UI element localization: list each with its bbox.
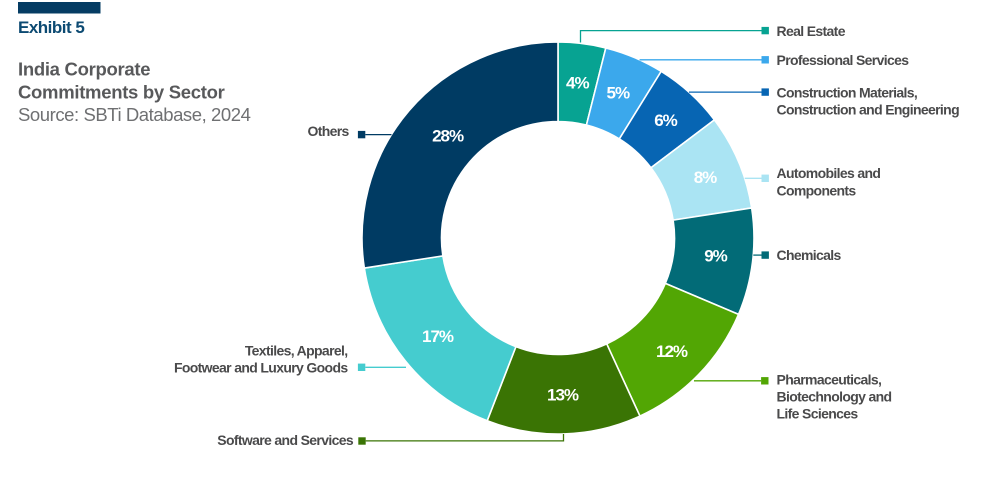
svg-text:Professional Services: Professional Services bbox=[777, 52, 910, 68]
svg-text:17%: 17% bbox=[422, 327, 454, 346]
svg-text:Others: Others bbox=[307, 123, 349, 139]
svg-text:Pharmaceuticals,: Pharmaceuticals, bbox=[777, 371, 882, 387]
svg-text:Construction and Engineering: Construction and Engineering bbox=[777, 101, 960, 117]
svg-text:Construction Materials,: Construction Materials, bbox=[777, 84, 918, 100]
svg-text:Real Estate: Real Estate bbox=[777, 23, 846, 39]
svg-text:5%: 5% bbox=[607, 84, 630, 103]
svg-text:Life Sciences: Life Sciences bbox=[777, 405, 859, 421]
svg-text:Software and Services: Software and Services bbox=[217, 432, 354, 448]
svg-text:9%: 9% bbox=[704, 246, 727, 265]
svg-text:Biotechnology and: Biotechnology and bbox=[777, 388, 892, 404]
svg-text:Chemicals: Chemicals bbox=[777, 247, 842, 263]
svg-text:8%: 8% bbox=[694, 168, 717, 187]
svg-text:India Corporate: India Corporate bbox=[18, 59, 150, 80]
svg-text:12%: 12% bbox=[656, 342, 688, 361]
svg-text:28%: 28% bbox=[432, 127, 464, 146]
svg-text:Footwear and Luxury Goods: Footwear and Luxury Goods bbox=[174, 359, 348, 375]
svg-text:Commitments by Sector: Commitments by Sector bbox=[18, 82, 225, 103]
svg-text:6%: 6% bbox=[654, 111, 677, 130]
svg-text:Components: Components bbox=[777, 182, 857, 198]
svg-text:4%: 4% bbox=[566, 73, 589, 92]
svg-text:Exhibit 5: Exhibit 5 bbox=[18, 18, 84, 37]
svg-text:Textiles, Apparel,: Textiles, Apparel, bbox=[245, 342, 348, 358]
svg-text:Source: SBTi Database, 2024: Source: SBTi Database, 2024 bbox=[18, 104, 251, 125]
svg-text:Automobiles and: Automobiles and bbox=[777, 165, 881, 181]
svg-text:13%: 13% bbox=[547, 385, 579, 404]
